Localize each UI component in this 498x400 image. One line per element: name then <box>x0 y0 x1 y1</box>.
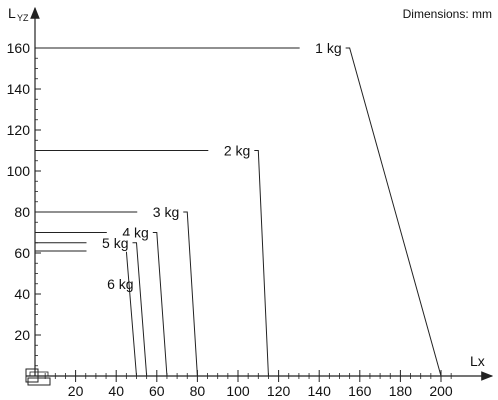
series-label-bg <box>137 205 184 221</box>
series-layer: 1 kg2 kg3 kg4 kg5 kg6 kg <box>35 40 442 377</box>
y-tick-label: 20 <box>14 327 30 343</box>
origin-mount-icon <box>25 368 51 386</box>
series-label-bg <box>208 143 255 160</box>
series-line-5kg <box>35 242 148 377</box>
series-line-4kg <box>35 232 168 377</box>
y-tick-label: 120 <box>7 122 31 138</box>
series-line-2kg <box>35 150 269 377</box>
x-tick-label: 20 <box>68 383 84 399</box>
series-label-bg <box>299 41 346 57</box>
series-label-bg <box>86 235 133 252</box>
x-tick-label: 160 <box>348 383 372 399</box>
y-axis-label-main: L <box>8 5 16 21</box>
series-label: 1 kg <box>315 40 341 56</box>
y-tick-label: 140 <box>7 81 31 97</box>
x-tick-label: 180 <box>389 383 413 399</box>
x-tick-label: 80 <box>190 383 206 399</box>
x-tick-label: 100 <box>226 383 250 399</box>
y-tick-label: 80 <box>14 204 30 220</box>
y-tick-label: 100 <box>7 163 31 179</box>
dimensions-note: Dimensions: mm <box>403 7 492 21</box>
series-label: 3 kg <box>153 204 179 220</box>
series-label: 6 kg <box>107 276 133 292</box>
series-line-6kg <box>35 250 137 377</box>
x-tick-label: 140 <box>308 383 332 399</box>
y-tick-label: 60 <box>14 245 30 261</box>
series-line-3kg <box>35 211 198 377</box>
x-axis-label: Lx <box>470 353 485 369</box>
x-tick-label: 120 <box>267 383 291 399</box>
x-tick-label: 60 <box>149 383 165 399</box>
x-tick-label: 40 <box>108 383 124 399</box>
series-label: 2 kg <box>224 143 250 159</box>
series-label: 5 kg <box>102 235 128 251</box>
ticks-layer: 20 40 60 80 100 120 140 160 20 40 60 80 100 120 140 160… <box>7 40 453 399</box>
y-axis-label-sub: YZ <box>17 13 29 23</box>
y-tick-label: 160 <box>7 40 31 56</box>
y-tick-label: 40 <box>14 286 30 302</box>
series-line-1kg <box>35 47 442 377</box>
x-tick-label: 200 <box>429 383 453 399</box>
